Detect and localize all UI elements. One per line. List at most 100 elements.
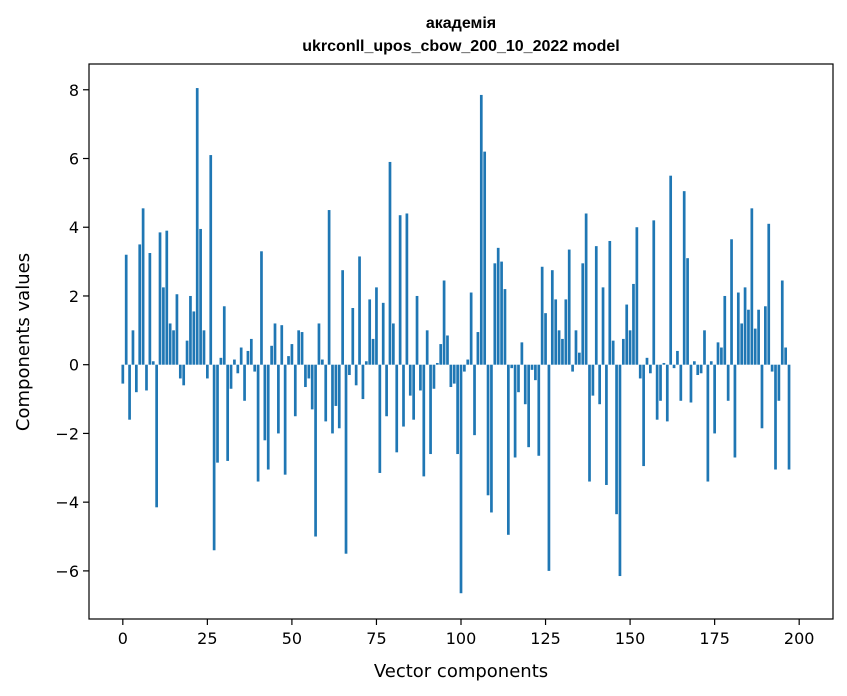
bar-141 (598, 364, 602, 405)
bar-171 (699, 364, 703, 374)
bar-14 (168, 323, 172, 365)
y-tick-label: −2 (55, 424, 79, 443)
bar-62 (331, 364, 334, 434)
bar-195 (780, 280, 784, 365)
bar-10 (155, 364, 158, 508)
bar-43 (266, 364, 270, 470)
bar-67 (348, 364, 351, 376)
bar-46 (277, 364, 280, 434)
bar-127 (550, 270, 554, 365)
bar-192 (770, 364, 774, 372)
bar-179 (726, 364, 730, 401)
y-tick-label: 0 (69, 356, 79, 375)
bar-50 (290, 344, 294, 365)
bar-91 (429, 364, 432, 455)
bar-57 (314, 364, 317, 537)
bar-107 (483, 151, 487, 365)
bar-163 (672, 364, 676, 369)
bar-161 (665, 364, 669, 422)
bar-172 (703, 330, 706, 365)
bar-68 (351, 307, 355, 365)
y-tick-label: −6 (55, 562, 79, 581)
bar-166 (682, 191, 686, 365)
bar-186 (750, 208, 754, 365)
bar-162 (669, 175, 673, 365)
bar-168 (689, 364, 693, 403)
bar-93 (435, 362, 439, 365)
bar-105 (476, 332, 480, 365)
bar-176 (716, 342, 720, 365)
bar-13 (165, 230, 169, 365)
bar-24 (202, 330, 206, 365)
bar-19 (185, 340, 189, 365)
bar-190 (764, 306, 767, 365)
bar-180 (730, 239, 733, 365)
bar-38 (249, 338, 253, 365)
y-tick-label: 4 (69, 218, 79, 237)
plot-frame (88, 63, 834, 620)
bar-136 (581, 263, 585, 365)
bar-72 (364, 361, 368, 365)
bar-18 (182, 364, 186, 386)
bar-82 (398, 215, 402, 365)
bar-11 (158, 232, 162, 365)
bar-40 (256, 364, 260, 482)
bar-124 (540, 266, 544, 365)
bar-66 (344, 364, 348, 554)
x-tick-label: 75 (366, 629, 386, 648)
bar-90 (425, 330, 429, 365)
bar-70 (358, 256, 361, 365)
bar-182 (736, 292, 740, 365)
bar-149 (625, 304, 629, 365)
bar-167 (686, 258, 689, 365)
bar-178 (723, 295, 727, 365)
bar-83 (402, 364, 405, 427)
y-tick-label: 8 (69, 81, 79, 100)
bar-1 (124, 254, 128, 365)
bar-184 (743, 287, 747, 365)
bar-154 (642, 364, 645, 467)
bar-98 (452, 364, 456, 384)
x-tick-label: 25 (197, 629, 217, 648)
bar-119 (523, 364, 527, 405)
bar-7 (145, 364, 148, 391)
x-tick-label: 200 (784, 629, 815, 648)
bar-76 (378, 364, 382, 473)
bar-52 (297, 330, 301, 365)
bar-117 (517, 364, 520, 393)
bar-108 (486, 364, 490, 496)
bar-33 (233, 359, 236, 365)
bar-37 (246, 350, 250, 365)
bar-183 (740, 323, 744, 365)
bar-2 (128, 364, 131, 420)
bar-131 (564, 299, 568, 365)
chart-title-line2: ukrconll_upos_cbow_200_10_2022 model (302, 38, 619, 55)
bar-196 (784, 347, 788, 365)
bar-157 (652, 220, 656, 365)
bar-151 (632, 283, 635, 365)
bar-109 (490, 364, 493, 513)
bar-75 (375, 287, 378, 365)
bar-177 (720, 347, 723, 365)
bar-169 (692, 361, 696, 365)
bar-85 (408, 364, 412, 396)
bar-126 (547, 364, 551, 571)
bars-group (121, 88, 791, 594)
bar-137 (584, 213, 588, 365)
bar-89 (422, 364, 426, 477)
bar-135 (578, 352, 581, 365)
x-axis-ticks: 0 25 50 75 100 125 150 175 200 (118, 619, 815, 648)
bar-159 (659, 364, 662, 401)
bar-39 (253, 364, 257, 372)
bar-63 (334, 364, 338, 406)
bar-175 (713, 364, 716, 434)
bar-187 (753, 328, 757, 365)
bar-113 (503, 289, 507, 365)
bar-26 (209, 155, 213, 365)
x-tick-label: 0 (118, 629, 128, 648)
bar-71 (361, 364, 365, 400)
bar-80 (392, 323, 395, 365)
bar-45 (273, 323, 277, 365)
bar-79 (388, 161, 392, 365)
bar-112 (500, 261, 503, 365)
